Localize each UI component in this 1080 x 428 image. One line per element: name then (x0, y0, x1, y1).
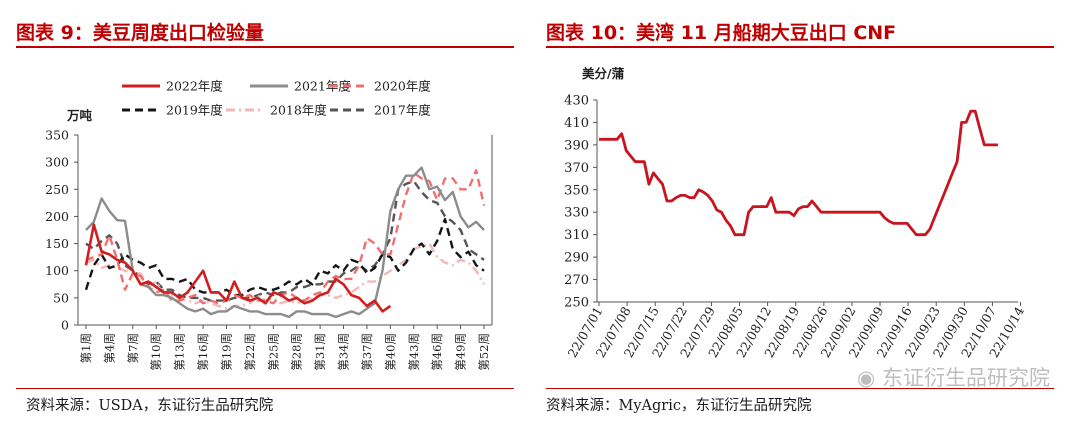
right-y-tick-label: 330 (564, 206, 589, 221)
left-x-tick-label: 第46周 (430, 333, 444, 371)
left-legend-item: 2018年度 (226, 103, 327, 118)
right-y-tick-label: 310 (564, 228, 589, 243)
left-x-tick-label: 第22周 (243, 333, 257, 371)
left-y-tick-label: 250 (45, 182, 69, 197)
left-chart-panel: 图表 9：美豆周度出口检验量 0 50 100 150 200 250 300 350 万吨第1… (0, 0, 530, 428)
left-x-tick-label: 第25周 (266, 333, 280, 371)
left-x-tick-label: 第34周 (337, 333, 351, 371)
left-y-tick-label: 350 (45, 128, 69, 143)
right-series-line (599, 109, 998, 237)
left-x-tick-label: 第43周 (407, 333, 421, 371)
left-x-tick-label: 第4周 (102, 333, 116, 363)
left-x-tick-label: 第10周 (149, 333, 163, 371)
left-x-tick-label: 第19周 (219, 333, 233, 371)
right-y-tick-label: 370 (564, 161, 589, 176)
right-y-tick-label: 430 (564, 94, 589, 109)
left-y-tick-label: 150 (45, 236, 69, 251)
left-y-tick-label: 0 (61, 318, 69, 333)
left-y-tick-label: 300 (45, 155, 69, 170)
left-series-line-2019年度 (84, 217, 485, 297)
right-chart-title: 图表 10：美湾 11 月船期大豆出口 CNF (546, 22, 897, 44)
left-legend-item: 2021年度 (250, 79, 351, 94)
left-x-tick-label: 第13周 (173, 333, 187, 371)
left-legend-label: 2017年度 (374, 103, 431, 118)
left-legend-item: 2022年度 (122, 79, 223, 94)
left-y-tick-label: 100 (45, 263, 69, 278)
left-x-tick-label: 第7周 (126, 333, 140, 363)
left-legend-item: 2017年度 (330, 103, 431, 118)
watermark-text: 东证衍生品研究院 (882, 366, 1050, 390)
left-legend-item: 2020年度 (330, 79, 431, 94)
watermark: ◉ 东证衍生品研究院 (857, 362, 1050, 392)
left-x-tick-label: 第52周 (477, 333, 491, 371)
right-line-chart: 250270290310330350370390410430美分/蒲22/07/… (564, 66, 1027, 360)
right-title-rule (546, 46, 1054, 48)
left-bottom-rule (16, 388, 514, 389)
right-y-tick-label: 290 (564, 251, 589, 266)
left-legend-label: 2018年度 (270, 103, 327, 118)
right-y-tick-label: 410 (564, 116, 589, 131)
left-x-tick-label: 第31周 (313, 333, 327, 371)
right-y-tick-label: 250 (564, 296, 589, 311)
left-legend-label: 2019年度 (166, 103, 223, 118)
left-series-line-2022年度 (84, 223, 392, 313)
left-x-tick-label: 第1周 (79, 333, 93, 363)
right-y-tick-label: 270 (564, 273, 589, 288)
left-x-tick-label: 第28周 (290, 333, 304, 371)
left-title-rule (16, 46, 514, 48)
right-y-tick-label: 350 (564, 183, 589, 198)
right-chart-panel: 图表 10：美湾 11 月船期大豆出口 CNF 250 270 290 310 330 3… (540, 0, 1080, 428)
right-y-tick-label: 390 (564, 138, 589, 153)
left-x-tick-label: 第49周 (454, 333, 468, 371)
right-bottom-rule (546, 388, 1054, 389)
left-legend-item: 2019年度 (122, 103, 223, 118)
left-series-line-2020年度 (85, 169, 486, 305)
left-x-tick-label: 第40周 (383, 333, 397, 371)
left-legend-label: 2020年度 (374, 79, 431, 94)
left-y-axis-label: 万吨 (66, 108, 93, 123)
right-source-text: 资料来源：MyAgric，东证衍生品研究院 (546, 398, 812, 414)
left-y-tick-label: 200 (45, 209, 69, 224)
left-legend-label: 2022年度 (166, 79, 223, 94)
left-x-tick-label: 第37周 (360, 333, 374, 371)
wechat-icon: ◉ (856, 366, 876, 390)
left-chart-title: 图表 9：美豆周度出口检验量 (16, 22, 264, 44)
left-x-tick-label: 第16周 (196, 333, 210, 371)
left-source-text: 资料来源：USDA，东证衍生品研究院 (26, 398, 274, 414)
right-y-axis-label: 美分/蒲 (582, 66, 625, 81)
left-legend-label: 2021年度 (294, 79, 351, 94)
left-series-line-2021年度 (85, 166, 485, 319)
left-y-tick-label: 50 (53, 290, 69, 305)
left-series-line-2017年度 (85, 179, 485, 302)
